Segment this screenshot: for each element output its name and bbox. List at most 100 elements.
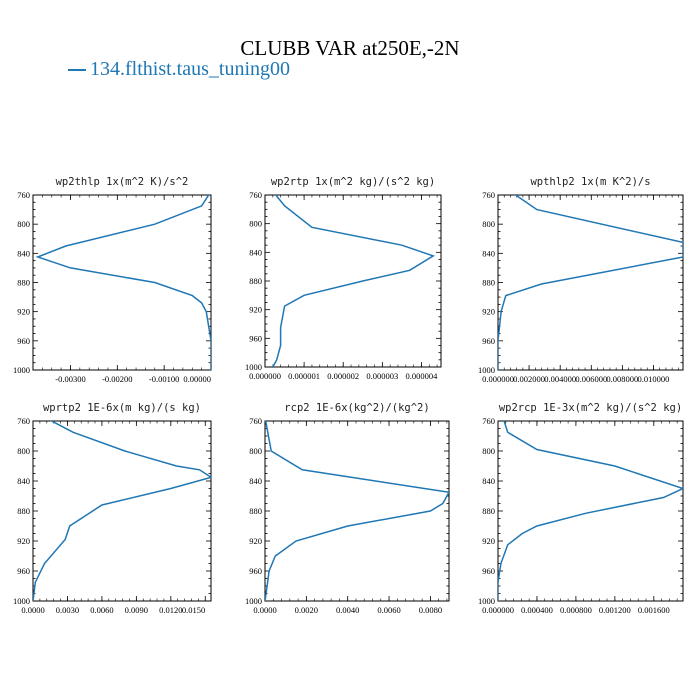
y-tick-label: 760	[482, 190, 495, 200]
series-line	[498, 421, 683, 601]
y-tick-label: 840	[249, 476, 262, 486]
x-tick-label: 0.0030	[56, 605, 79, 615]
chart-panel-4: wprtp2 1E-6x(m kg)/(s kg) 760 800 840 880 920…	[13, 402, 212, 615]
x-tick-label: 0.000001	[288, 371, 320, 381]
x-tick-label: 0.00000	[183, 374, 211, 384]
y-tick-label: 840	[17, 248, 30, 258]
y-tick-label: 1000	[478, 596, 495, 606]
x-tick-label: 0.0120	[159, 605, 182, 615]
plot-frame	[32, 194, 212, 371]
chart-panel-5: rcp2 1E-6x(kg^2)/(kg^2) 760 800 840 880 920 96…	[245, 402, 450, 615]
plot-frame	[497, 420, 684, 602]
y-tick-label: 1000	[13, 596, 30, 606]
y-tick-label: 960	[482, 566, 495, 576]
y-tick-label: 840	[482, 248, 495, 258]
y-tick-label: 840	[17, 476, 30, 486]
x-tick-label: 0.001600	[638, 605, 670, 615]
plot-frame	[264, 194, 442, 368]
x-tick-label: 0.006000	[575, 374, 607, 384]
x-tick-label: 0.002000	[513, 374, 545, 384]
chart-panel-6: wp2rcp 1E-3x(m^2 kg)/(s^2 kg) 760 800 840 88…	[478, 402, 684, 615]
y-tick-label: 800	[17, 446, 30, 456]
y-tick-label: 800	[482, 219, 495, 229]
x-tick-label: 0.0000	[253, 605, 276, 615]
x-tick-label: -0.00100	[149, 374, 179, 384]
x-tick-label: 0.0040	[336, 605, 359, 615]
chart-panel-3: wpthlp2 1x(m K^2)/s 760 800 840 880 920 960 100…	[478, 176, 684, 384]
y-tick-label: 760	[482, 416, 495, 426]
x-tick-label: 0.008000	[606, 374, 638, 384]
y-tick-label: 920	[249, 536, 262, 546]
chart-panel-1: wp2thlp 1x(m^2 K)/s^2 760 800 840 880 920 960 1…	[13, 176, 212, 384]
y-tick-label: 880	[482, 278, 495, 288]
x-tick-label: 0.000003	[366, 371, 398, 381]
y-tick-label: 1000	[245, 362, 262, 372]
y-tick-label: 920	[249, 305, 262, 315]
y-tick-label: 920	[482, 536, 495, 546]
panel-title: wp2rcp 1E-3x(m^2 kg)/(s^2 kg)	[499, 402, 682, 414]
y-tick-label: 840	[249, 247, 262, 257]
x-tick-label: 0.010000	[638, 374, 670, 384]
series-line	[35, 195, 211, 370]
chart-panel-2: wp2rtp 1x(m^2 kg)/(s^2 kg) 760 800 840 880 92…	[245, 176, 442, 381]
y-tick-label: 960	[482, 336, 495, 346]
x-tick-label: 0.0150	[182, 605, 205, 615]
y-tick-label: 800	[249, 446, 262, 456]
panel-title: rcp2 1E-6x(kg^2)/(kg^2)	[284, 402, 429, 414]
x-tick-label: 0.0080	[419, 605, 442, 615]
y-tick-label: 1000	[13, 365, 30, 375]
y-tick-label: 1000	[478, 365, 495, 375]
x-tick-label: 0.000800	[560, 605, 592, 615]
x-tick-label: 0.0020	[295, 605, 318, 615]
y-tick-label: 1000	[245, 596, 262, 606]
series-line	[272, 195, 435, 367]
y-tick-label: 760	[249, 190, 262, 200]
y-tick-label: 760	[249, 416, 262, 426]
series-line	[498, 195, 683, 370]
x-tick-label: 0.001200	[599, 605, 631, 615]
y-tick-label: 960	[249, 333, 262, 343]
y-tick-label: 800	[482, 446, 495, 456]
y-tick-label: 880	[17, 506, 30, 516]
legend-swatch	[68, 68, 86, 71]
y-tick-label: 920	[17, 307, 30, 317]
series-line	[33, 421, 211, 601]
legend-label: 134.flthist.taus_tuning00	[90, 58, 290, 80]
plot-frame	[32, 420, 212, 602]
y-tick-label: 960	[17, 336, 30, 346]
x-tick-label: 0.004000	[544, 374, 576, 384]
x-tick-label: 0.0060	[377, 605, 400, 615]
panel-title: wpthlp2 1x(m K^2)/s	[530, 176, 650, 188]
y-tick-label: 880	[482, 506, 495, 516]
x-tick-label: 0.000000	[482, 605, 514, 615]
y-tick-label: 840	[482, 476, 495, 486]
y-tick-label: 960	[249, 566, 262, 576]
series-line	[265, 421, 449, 601]
panel-title: wprtp2 1E-6x(m kg)/(s kg)	[43, 402, 201, 414]
x-tick-label: 0.000002	[327, 371, 359, 381]
y-tick-label: 760	[17, 416, 30, 426]
legend: 134.flthist.taus_tuning00	[68, 58, 290, 81]
y-tick-label: 800	[249, 219, 262, 229]
panel-title: wp2thlp 1x(m^2 K)/s^2	[56, 176, 189, 188]
plot-frame	[264, 420, 450, 602]
x-tick-label: -0.00300	[55, 374, 85, 384]
x-tick-label: 0.000004	[406, 371, 439, 381]
y-tick-label: 920	[17, 536, 30, 546]
y-tick-label: 800	[17, 219, 30, 229]
x-tick-label: 0.0090	[125, 605, 148, 615]
page-title: CLUBB VAR at250E,-2N	[240, 36, 460, 60]
x-tick-label: 0.000400	[521, 605, 553, 615]
y-tick-label: 880	[249, 506, 262, 516]
panel-title: wp2rtp 1x(m^2 kg)/(s^2 kg)	[271, 176, 435, 188]
y-tick-label: 920	[482, 307, 495, 317]
x-tick-label: -0.00200	[102, 374, 132, 384]
y-tick-label: 960	[17, 566, 30, 576]
y-tick-label: 880	[17, 278, 30, 288]
x-tick-label: 0.0060	[90, 605, 113, 615]
x-tick-label: 0.000000	[249, 371, 281, 381]
y-tick-label: 760	[17, 190, 30, 200]
x-tick-label: 0.0000	[21, 605, 44, 615]
x-tick-label: 0.000000	[482, 374, 514, 384]
